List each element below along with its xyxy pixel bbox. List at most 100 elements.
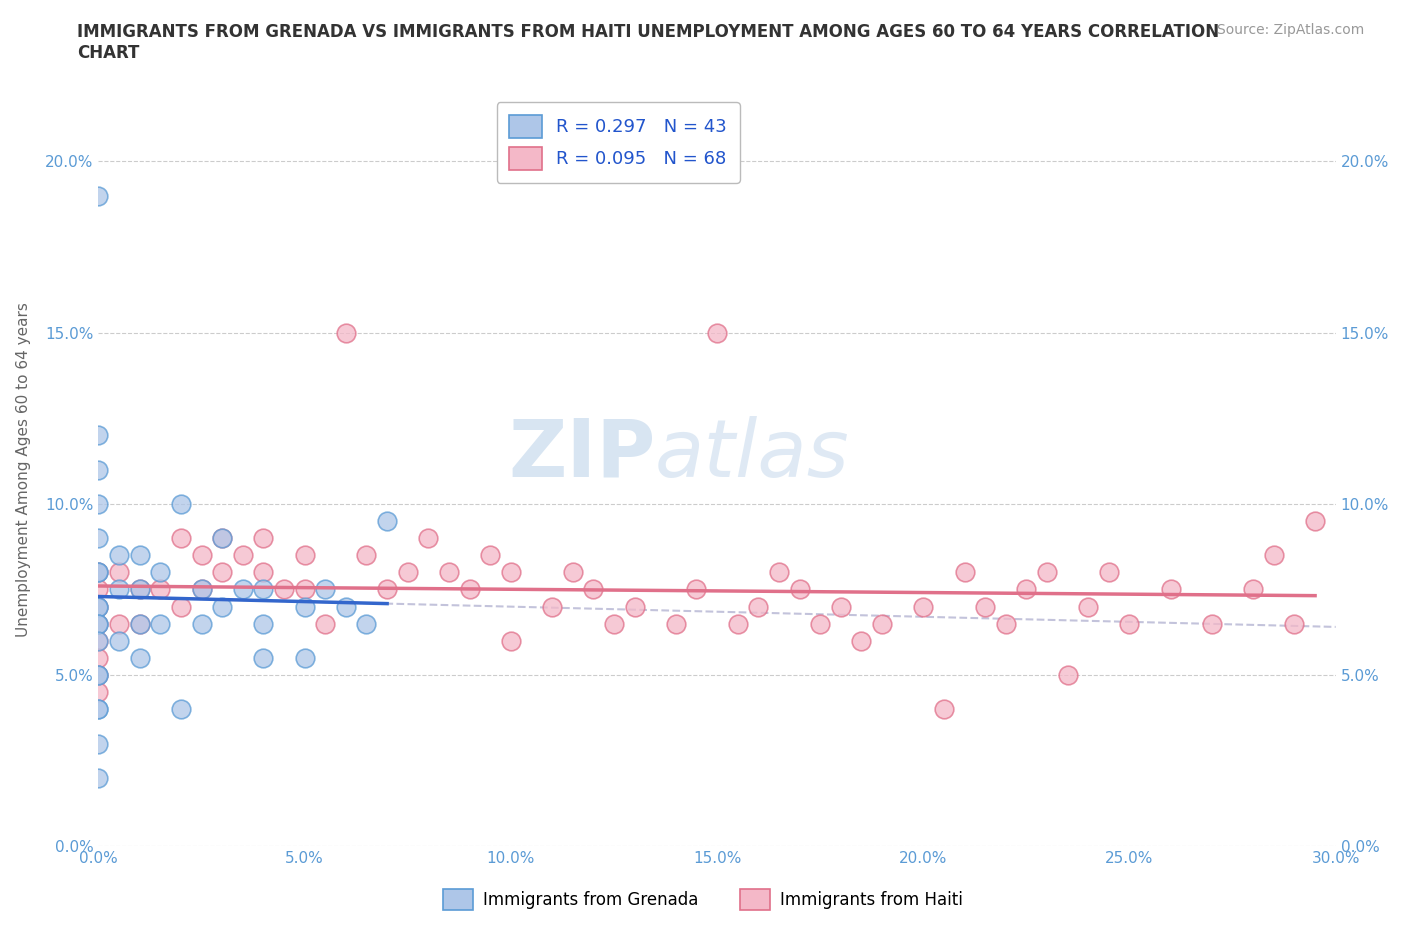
Point [912,599,935,614]
Point [1015,582,1038,597]
Point [273,582,295,597]
Point [458,582,481,597]
Point [87,633,110,648]
Point [87,617,110,631]
Point [190,548,212,563]
Point [87,617,110,631]
Text: atlas: atlas [655,416,851,494]
Point [170,702,193,717]
Point [87,633,110,648]
Point [603,617,626,631]
Point [108,548,131,563]
Point [851,633,873,648]
Point [170,531,193,546]
Point [974,599,997,614]
Point [356,548,378,563]
Point [1284,617,1306,631]
Y-axis label: Unemployment Among Ages 60 to 64 years: Unemployment Among Ages 60 to 64 years [17,302,31,637]
Point [1303,513,1326,528]
Point [128,651,150,666]
Point [375,513,398,528]
Point [375,582,398,597]
Point [87,565,110,579]
Point [170,599,193,614]
Point [87,599,110,614]
Point [87,702,110,717]
Point [87,668,110,683]
Point [582,582,605,597]
Point [706,326,728,340]
Point [108,617,131,631]
Point [128,582,150,597]
Point [932,702,955,717]
Point [1098,565,1121,579]
Point [149,617,172,631]
Point [1241,582,1264,597]
Legend: R = 0.297   N = 43, R = 0.095   N = 68: R = 0.297 N = 43, R = 0.095 N = 68 [496,102,740,182]
Point [294,651,316,666]
Point [1056,668,1078,683]
Point [768,565,790,579]
Point [87,599,110,614]
Point [294,548,316,563]
Point [87,188,110,203]
Point [314,617,336,631]
Point [87,684,110,699]
Point [87,428,110,443]
Point [190,617,212,631]
Point [1077,599,1099,614]
Point [665,617,688,631]
Point [499,633,522,648]
Point [128,617,150,631]
Point [541,599,564,614]
Point [87,668,110,683]
Point [252,651,274,666]
Point [685,582,707,597]
Point [314,582,336,597]
Point [294,582,316,597]
Point [149,565,172,579]
Point [870,617,893,631]
Point [1118,617,1140,631]
Point [87,617,110,631]
Point [108,633,131,648]
Point [994,617,1017,631]
Point [561,565,583,579]
Point [252,531,274,546]
Point [211,531,233,546]
Point [252,565,274,579]
Legend: Immigrants from Grenada, Immigrants from Haiti: Immigrants from Grenada, Immigrants from… [436,883,970,917]
Point [396,565,419,579]
Point [128,582,150,597]
Point [623,599,645,614]
Point [953,565,976,579]
Point [808,617,831,631]
Point [108,582,131,597]
Point [87,565,110,579]
Point [747,599,769,614]
Text: Source: ZipAtlas.com: Source: ZipAtlas.com [1216,23,1364,37]
Point [294,599,316,614]
Point [252,617,274,631]
Point [87,599,110,614]
Point [1036,565,1059,579]
Point [190,582,212,597]
Point [87,702,110,717]
Point [479,548,502,563]
Point [87,531,110,546]
Point [356,617,378,631]
Point [211,531,233,546]
Point [1160,582,1182,597]
Point [87,462,110,477]
Point [1263,548,1285,563]
Text: IMMIGRANTS FROM GRENADA VS IMMIGRANTS FROM HAITI UNEMPLOYMENT AMONG AGES 60 TO 6: IMMIGRANTS FROM GRENADA VS IMMIGRANTS FR… [77,23,1219,62]
Point [335,599,357,614]
Point [789,582,811,597]
Point [108,565,131,579]
Point [190,582,212,597]
Point [727,617,749,631]
Point [87,770,110,785]
Point [170,497,193,512]
Point [87,497,110,512]
Text: ZIP: ZIP [508,416,655,494]
